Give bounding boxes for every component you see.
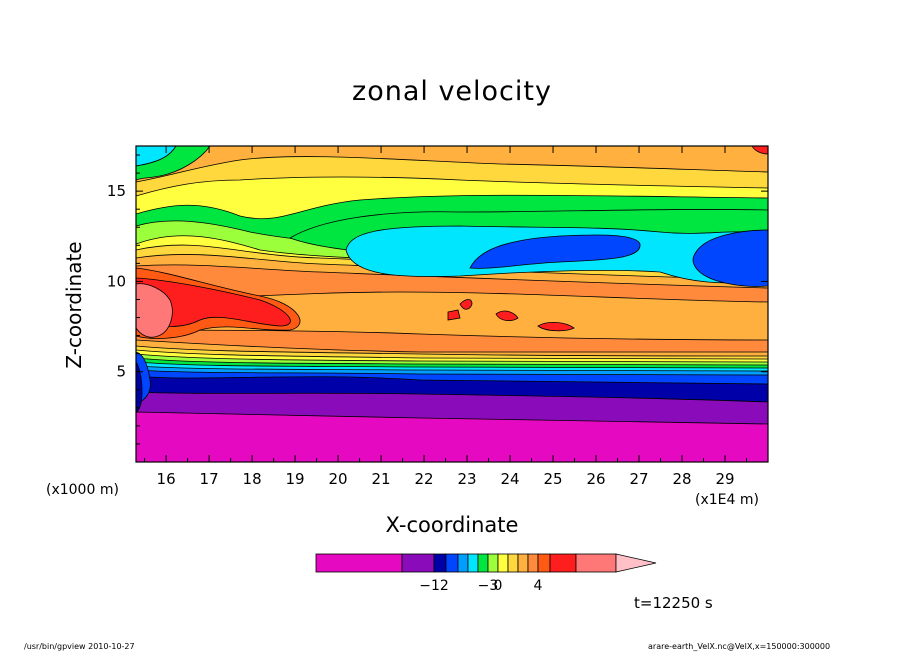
colorbar-label: −12: [419, 578, 449, 594]
x-tick-label: 29: [715, 470, 734, 488]
field-corner-red: [751, 146, 768, 155]
field-red-spot: [459, 299, 473, 310]
colorbar-segment: [433, 553, 447, 573]
y-axis-ticks: 5 10 15: [107, 154, 768, 445]
colorbar-segment: [507, 553, 519, 573]
colorbar-segment: [467, 553, 479, 573]
field-blue-blob: [469, 234, 641, 269]
x-tick-label: 17: [200, 470, 219, 488]
field-corner-green: [136, 146, 211, 181]
colorbar-segment: [477, 553, 489, 573]
colorbar-label: 4: [534, 578, 543, 594]
field-red-spot: [495, 310, 519, 322]
x-axis-label: X-coordinate: [385, 513, 519, 537]
y-tick-label: 5: [116, 363, 126, 381]
field-pink-core: [136, 283, 173, 338]
contour-field: [136, 146, 768, 462]
x-tick-label: 24: [500, 470, 519, 488]
x-tick-label: 25: [543, 470, 562, 488]
x-tick-label: 18: [243, 470, 262, 488]
x-tick-label: 21: [372, 470, 391, 488]
time-label: t=12250 s: [634, 594, 713, 612]
footer-right: arare-earth_VelX.nc@VelX,x=150000:300000: [648, 642, 831, 651]
x-tick-label: 16: [157, 470, 176, 488]
x-axis-ticks: 16 17 18 19 20 21 22 23 24 25 26 27 28 29: [144, 146, 748, 488]
colorbar-arrow: [615, 553, 657, 573]
plot-frame: [135, 145, 769, 463]
colorbar-segment: [401, 553, 435, 573]
footer-left: /usr/bin/gpview 2010-10-27: [24, 642, 135, 651]
field-red-spot: [537, 322, 575, 332]
x-tick-label: 28: [672, 470, 691, 488]
colorbar-segment: [575, 553, 617, 573]
y-axis-unit: (x1000 m): [46, 482, 119, 498]
x-axis-unit: (x1E4 m): [695, 492, 759, 508]
x-tick-label: 23: [458, 470, 477, 488]
colorbar-segment: [457, 553, 469, 573]
colorbar-segment: [517, 553, 529, 573]
y-axis-label: Z-coordinate: [62, 241, 86, 369]
field-red-spot: [447, 309, 461, 321]
chart-title: zonal velocity: [352, 76, 552, 107]
colorbar-label: 0: [494, 578, 503, 594]
x-tick-label: 19: [286, 470, 305, 488]
colorbar-label: −3: [478, 578, 499, 594]
x-tick-label: 20: [329, 470, 348, 488]
x-tick-label: 26: [586, 470, 605, 488]
colorbar-segment: [497, 553, 509, 573]
colorbar-segment: [549, 553, 577, 573]
y-tick-label: 10: [107, 272, 126, 290]
colorbar-segment: [315, 553, 403, 573]
y-tick-label: 15: [107, 182, 126, 200]
field-band-upper: [136, 146, 768, 183]
colorbar-segment: [487, 553, 499, 573]
field-blue-blob-right: [692, 229, 768, 287]
colorbar-segment: [527, 553, 539, 573]
x-tick-label: 22: [415, 470, 434, 488]
colorbar: −12 −30 4: [315, 553, 657, 594]
field-left-navy: [136, 361, 143, 413]
x-tick-label: 27: [629, 470, 648, 488]
colorbar-segment: [537, 553, 551, 573]
colorbar-segment: [445, 553, 459, 573]
